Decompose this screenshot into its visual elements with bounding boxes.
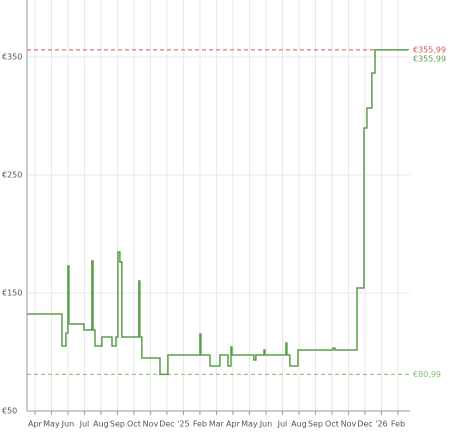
x-tick-label: Oct <box>325 420 339 429</box>
price-line <box>27 49 409 376</box>
x-tick-label: Dec <box>159 420 174 429</box>
reference-label: €80,99 <box>413 370 441 379</box>
x-tick-label: Dec <box>357 420 372 429</box>
x-tick-label: Mar <box>209 420 225 429</box>
y-tick-label: €350 <box>2 52 22 61</box>
reference-label: €355,99 <box>413 45 446 54</box>
x-tick-label: Jun <box>259 420 273 429</box>
y-tick-label: €250 <box>2 170 22 179</box>
x-tick-label: Oct <box>127 420 141 429</box>
y-tick-label: €150 <box>2 288 22 297</box>
x-tick-label: May <box>43 420 60 429</box>
x-tick-label: Apr <box>226 420 241 429</box>
x-tick-label: May <box>241 420 258 429</box>
x-tick-label: Aug <box>93 420 109 429</box>
x-tick-label: Feb <box>391 420 405 429</box>
price-label: €355,99 <box>413 54 446 63</box>
y-tick-label: €50 <box>2 407 17 416</box>
x-tick-label: Aug <box>291 420 307 429</box>
x-tick-label: '25 <box>177 420 189 429</box>
x-tick-label: Nov <box>143 420 159 429</box>
x-tick-label: Feb <box>193 420 207 429</box>
x-tick-label: Nov <box>341 420 357 429</box>
x-tick-label: Jun <box>61 420 75 429</box>
x-tick-label: Sep <box>110 420 125 429</box>
x-tick-label: Jul <box>79 420 90 429</box>
x-tick-label: Jul <box>277 420 288 429</box>
x-tick-label: '26 <box>375 420 387 429</box>
x-tick-label: Apr <box>28 420 43 429</box>
x-tick-label: Sep <box>308 420 323 429</box>
